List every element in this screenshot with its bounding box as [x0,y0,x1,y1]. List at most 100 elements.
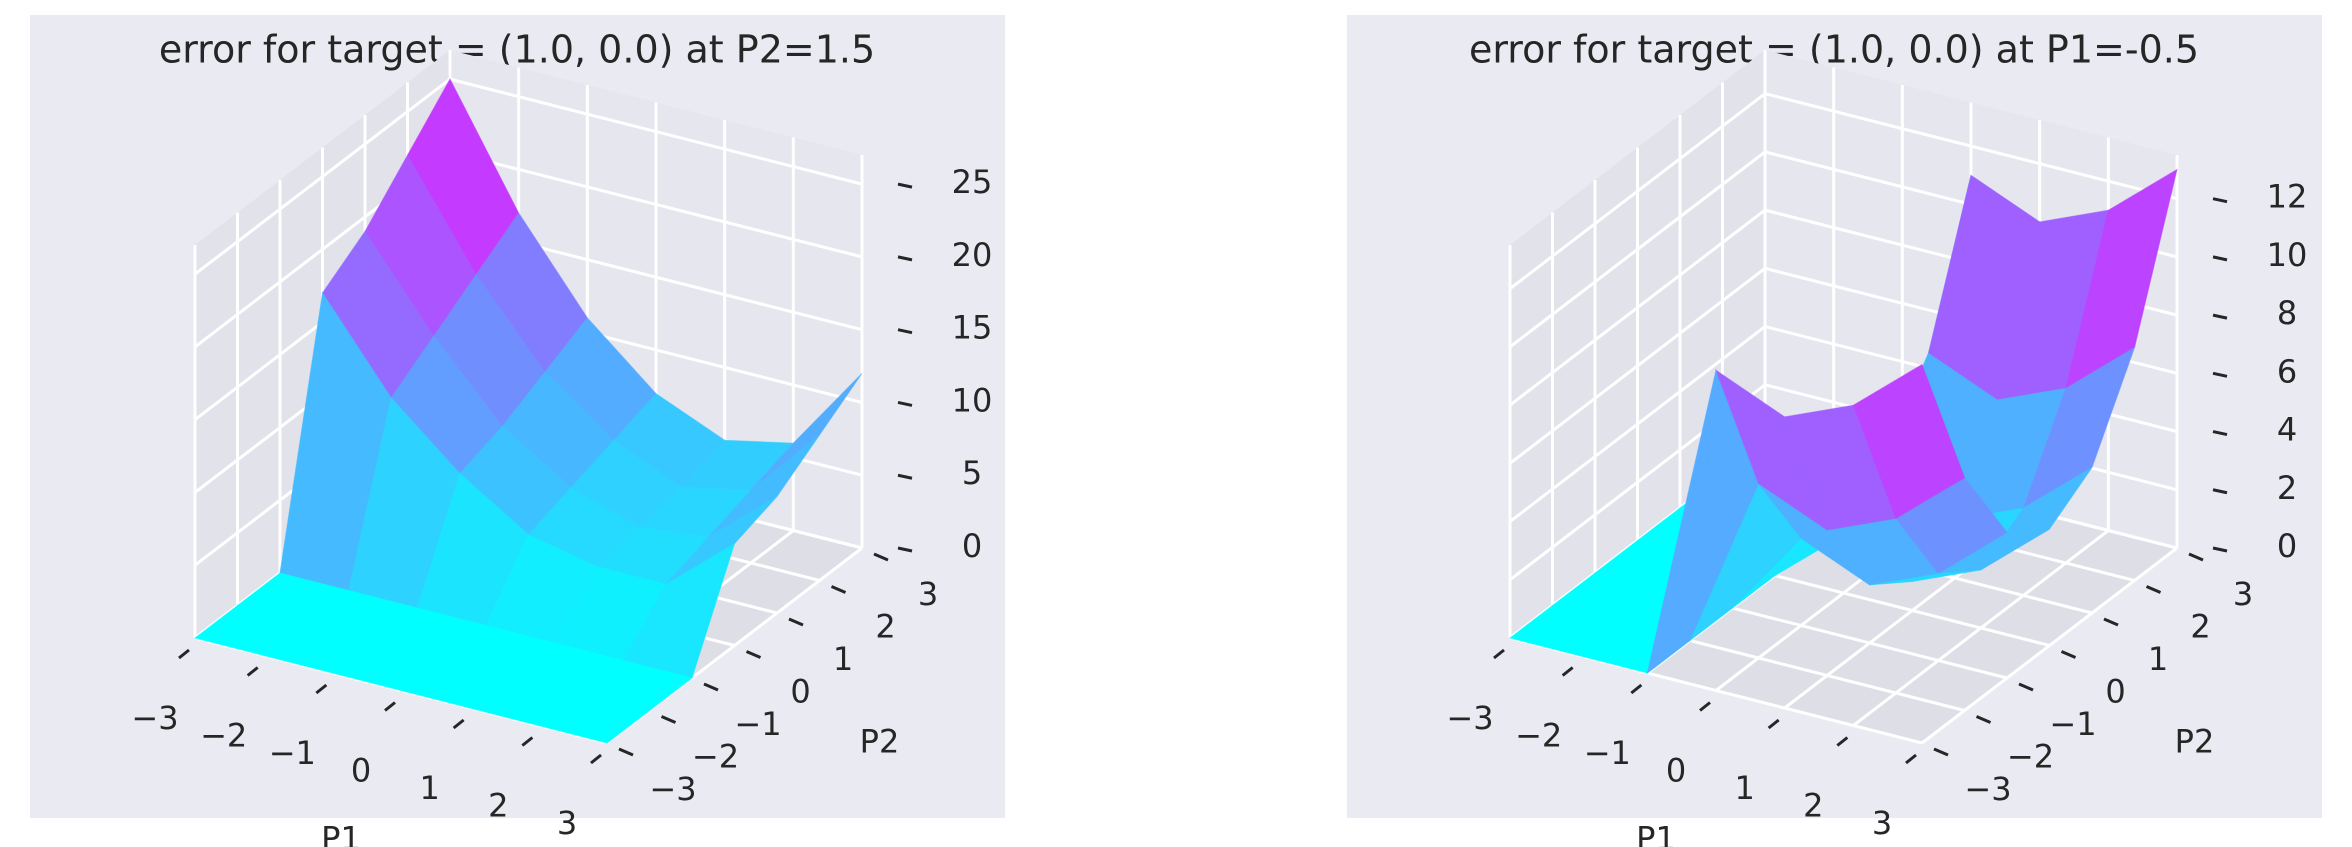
x-tick-label: 1 [1734,769,1754,807]
x-axis-label: P1 [1636,820,1676,847]
z-tick-label: 15 [952,309,993,347]
tick-mark [2212,546,2228,553]
tick-mark [1975,715,1992,724]
y-tick-label: −1 [2049,705,2096,743]
tick-mark [2212,430,2228,437]
x-tick-label: 2 [1803,787,1823,825]
grid-line [1509,325,1766,523]
surface-cell [537,692,651,744]
grid-line [449,150,863,259]
y-tick-label: 3 [918,575,938,613]
z-tick-label: 20 [952,236,993,274]
subplot: error for target = (1.0, 0.0) at P1=-0.5… [1347,15,2322,847]
tick-mark [2188,552,2204,562]
tick-mark [1836,736,1849,747]
x-tick-label: −3 [1446,699,1493,737]
y-axis-label: P2 [2175,723,2215,761]
tick-mark [897,328,913,335]
tick-mark [315,683,328,695]
tick-mark [618,747,634,757]
tick-mark [897,546,913,553]
tick-mark [2145,585,2162,594]
tick-mark [590,753,602,765]
tick-mark [452,718,465,730]
tick-mark [2103,617,2119,627]
y-axis-label: P2 [860,723,900,761]
tick-mark [521,736,534,747]
grid-line [194,77,451,276]
z-tick-label: 4 [2277,411,2297,449]
chart-title: error for target = (1.0, 0.0) at P2=1.5 [159,28,875,72]
y-tick-label: 0 [2105,673,2125,711]
tick-mark [873,552,889,562]
grid-line [1509,267,1766,465]
x-tick-label: −1 [269,734,316,772]
y-tick-label: 0 [790,673,810,711]
tick-mark [1630,683,1643,695]
tick-mark [384,701,396,712]
x-tick-label: −2 [200,717,247,755]
y-tick-label: −2 [692,738,739,776]
y-tick-label: −3 [649,770,696,808]
tick-mark [1933,747,1949,757]
z-tick-label: 2 [2277,469,2297,507]
subplot: error for target = (1.0, 0.0) at P2=1.5 −… [30,15,1005,847]
y-tick-label: −2 [2007,738,2054,776]
z-tick-label: 8 [2277,294,2297,332]
tick-mark [897,255,913,262]
tick-mark [897,400,913,407]
y-tick-label: 2 [875,608,895,646]
tick-mark [246,666,259,677]
tick-mark [2212,255,2228,262]
tick-mark [2212,488,2228,495]
tick-mark [703,682,719,692]
x-tick-label: −1 [1584,734,1631,772]
tick-mark [2212,197,2228,204]
y-tick-label: −1 [734,705,781,743]
grid-line [1509,150,1766,349]
z-tick-label: 6 [2277,352,2297,390]
z-tick-label: 25 [952,163,993,201]
x-tick-label: 0 [1666,752,1686,790]
x-tick-label: 3 [557,804,577,842]
grid-line [1509,92,1766,290]
z-tick-label: 10 [952,381,993,419]
grid-line [1764,92,2178,201]
tick-mark [2060,650,2077,659]
z-tick-label: 0 [2277,527,2297,565]
y-tick-label: 1 [833,640,853,678]
y-tick-label: 2 [2190,608,2210,646]
tick-mark [788,617,804,627]
x-tick-label: −2 [1515,717,1562,755]
tick-mark [897,182,913,189]
tick-mark [1905,753,1917,765]
tick-mark [745,650,762,659]
tick-mark [830,585,847,594]
y-tick-label: −3 [1964,770,2011,808]
z-tick-label: 5 [962,454,982,492]
tick-mark [897,473,913,480]
z-tick-label: 0 [962,527,982,565]
tick-mark [2018,682,2034,692]
tick-mark [1699,701,1711,712]
tick-mark [2212,313,2228,320]
tick-mark [660,715,677,724]
tick-mark [1493,648,1505,660]
grid-line [1509,208,1766,407]
tick-mark [1767,718,1780,730]
x-tick-label: 2 [488,787,508,825]
tick-mark [178,648,190,660]
x-tick-label: 0 [351,752,371,790]
tick-mark [1561,666,1574,677]
tick-mark [2212,371,2228,378]
chart-title: error for target = (1.0, 0.0) at P1=-0.5 [1469,28,2199,72]
surface-cell [1852,363,1966,520]
x-tick-label: 3 [1872,804,1892,842]
x-tick-label: −3 [131,699,178,737]
z-tick-label: 12 [2267,178,2308,216]
z-tick-label: 10 [2267,236,2308,274]
x-tick-label: 1 [419,769,439,807]
y-tick-label: 3 [2233,575,2253,613]
x-axis-label: P1 [321,820,361,847]
grid-line [449,77,863,186]
